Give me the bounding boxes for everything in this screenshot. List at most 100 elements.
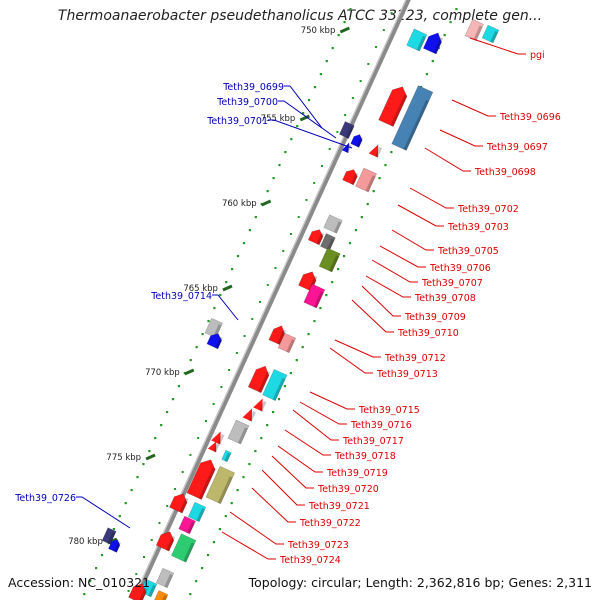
guide-dot-outer	[331, 281, 334, 284]
guide-dot-outer	[289, 372, 292, 375]
guide-dot-outer	[348, 242, 352, 245]
gene-label: Teth39_0703	[447, 222, 509, 233]
guide-dot-mid	[336, 131, 339, 133]
gene-feature	[422, 32, 444, 55]
gene-feature-shape	[323, 214, 343, 234]
guide-dot-outer	[337, 268, 340, 271]
guide-dot-inner	[160, 424, 163, 427]
gene-label: Teth39_0709	[404, 312, 466, 323]
gene-feature-shade	[350, 172, 359, 185]
gene-feature-shade	[179, 497, 189, 514]
gene-feature-shade	[160, 595, 168, 600]
gene-features	[101, 18, 500, 600]
guide-dot-inner	[231, 268, 234, 271]
guide-dot-inner	[319, 73, 322, 76]
gene-label: Teth39_0724	[279, 555, 341, 566]
guide-dot-outer	[425, 73, 428, 76]
gene-feature-shade	[217, 476, 233, 504]
guide-dot-inner	[278, 164, 281, 167]
gene-label: Teth39_0714	[150, 291, 212, 302]
guide-dot-inner	[124, 502, 127, 505]
gene-feature-shape	[206, 333, 222, 350]
gene-feature	[128, 583, 148, 600]
gene-feature-shade	[403, 99, 429, 151]
gene-label-leader	[329, 347, 373, 374]
guide-dot-outer	[360, 216, 363, 219]
guide-dot-outer	[449, 21, 452, 24]
guide-dot-inner	[83, 593, 86, 596]
gene-feature-shape	[268, 325, 285, 346]
gene-feature-shape	[211, 431, 221, 445]
guide-dot-mid	[382, 29, 385, 31]
gene-feature-shade	[345, 144, 352, 154]
gene-feature	[338, 121, 355, 139]
gene-label-leader	[351, 299, 394, 333]
guide-dot-mid	[197, 437, 200, 439]
guide-dot-inner	[302, 112, 305, 115]
guide-dot-inner	[118, 515, 121, 518]
gene-feature	[320, 233, 336, 251]
tick-mark	[184, 368, 195, 376]
guide-dot-outer	[260, 437, 263, 440]
gene-label-leader	[292, 409, 339, 441]
gene-feature-shape	[153, 590, 169, 600]
guide-dots	[83, 8, 458, 596]
gene-label: Teth39_0717	[342, 436, 404, 447]
guide-dot-mid	[375, 46, 378, 48]
guide-dot-outer	[295, 359, 298, 362]
gene-label: Teth39_0706	[429, 263, 491, 274]
guide-dot-inner	[307, 99, 311, 102]
guide-dot-inner	[171, 398, 175, 401]
guide-dot-mid	[305, 199, 308, 201]
gene-feature-shape	[204, 317, 223, 339]
gene-label-leader	[251, 487, 296, 523]
gene-feature	[221, 449, 232, 463]
gene-labels: pgi Teth39_0696 Teth39_0697 Teth39_0698 Teth…	[14, 37, 561, 566]
gene-label: Teth39_0721	[308, 501, 370, 512]
gene-label-leader	[229, 511, 284, 545]
guide-dot-mid	[320, 165, 323, 167]
gene-feature	[155, 531, 176, 552]
gene-feature-shape	[207, 441, 217, 453]
gene-feature-shape	[391, 85, 434, 151]
guide-dot-inner	[154, 437, 157, 440]
guide-dot-inner	[207, 320, 210, 323]
guide-dot-outer	[242, 476, 245, 479]
gene-label: pgi	[530, 50, 545, 61]
gene-feature	[342, 169, 359, 186]
gene-label: Teth39_0726	[14, 493, 76, 504]
guide-dot-mid	[297, 216, 300, 218]
tick-mark	[339, 26, 350, 34]
gene-feature-shape	[101, 527, 117, 545]
tick-mark	[299, 114, 310, 122]
gene-feature-shade	[490, 30, 499, 43]
guide-dot-outer	[301, 346, 304, 349]
gene-feature	[171, 533, 197, 563]
gene-feature	[101, 527, 117, 545]
guide-dot-outer	[283, 385, 287, 388]
guide-dot-mid	[228, 369, 231, 371]
guide-dot-outer	[212, 541, 216, 544]
gene-feature-shape	[481, 24, 500, 44]
guide-dot-outer	[378, 177, 381, 180]
gene-label-leader	[284, 85, 323, 129]
guide-dot-outer	[206, 554, 210, 557]
guide-dot-mid	[143, 556, 146, 558]
guide-dot-inner	[130, 489, 133, 492]
gene-feature	[318, 247, 341, 273]
gene-label-leader	[271, 455, 314, 489]
guide-dot-outer	[366, 203, 369, 206]
gene-feature-shape	[169, 493, 188, 514]
gene-feature-shape	[186, 459, 216, 500]
gene-label-leader	[76, 496, 131, 529]
guide-dot-inner	[95, 567, 98, 570]
gene-label: Teth39_0718	[334, 451, 396, 462]
gene-feature	[204, 317, 223, 339]
guide-dot-outer	[390, 151, 393, 154]
gene-label-leader	[284, 429, 331, 456]
gene-feature-shade	[237, 427, 248, 445]
guide-dot-inner	[213, 307, 216, 310]
gene-label: Teth39_0707	[421, 278, 483, 289]
